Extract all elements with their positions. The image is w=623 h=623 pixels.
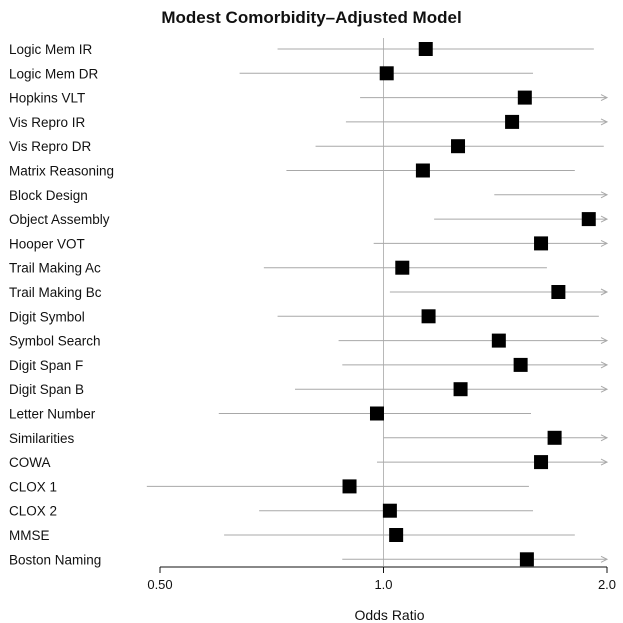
- row-vis-repro-dr: Vis Repro DR: [9, 139, 604, 154]
- ci-arrow: [600, 215, 609, 223]
- ci-arrow: [600, 94, 609, 102]
- x-tick-label: 2.0: [598, 577, 616, 592]
- row-letter-number: Letter Number: [9, 406, 531, 422]
- estimate-marker: [418, 42, 433, 56]
- row-label: Trail Making Ac: [9, 261, 101, 276]
- row-digit-span-f: Digit Span F: [9, 357, 609, 373]
- row-logic-mem-dr: Logic Mem DR: [9, 66, 534, 81]
- row-label: Digit Span F: [9, 358, 83, 373]
- row-label: Logic Mem DR: [9, 66, 99, 81]
- row-label: MMSE: [9, 528, 50, 543]
- ci-arrow: [600, 288, 609, 296]
- estimate-marker: [534, 236, 549, 251]
- row-label: Boston Naming: [9, 552, 101, 567]
- x-tick-label: 0.50: [147, 577, 172, 592]
- estimate-marker: [453, 382, 468, 397]
- estimate-marker: [551, 285, 566, 299]
- row-label: Letter Number: [9, 407, 96, 422]
- row-label: Trail Making Bc: [9, 285, 102, 300]
- row-label: Object Assembly: [9, 212, 110, 227]
- row-logic-mem-ir: Logic Mem IR: [9, 42, 594, 57]
- row-label: Logic Mem IR: [9, 42, 93, 57]
- ci-arrow: [600, 555, 609, 563]
- row-trail-making-ac: Trail Making Ac: [9, 260, 547, 276]
- row-label: Matrix Reasoning: [9, 164, 114, 179]
- estimate-marker: [389, 528, 404, 542]
- row-label: Hopkins VLT: [9, 91, 85, 106]
- row-label: Vis Repro DR: [9, 139, 92, 154]
- estimate-marker: [534, 455, 549, 470]
- ci-arrow: [600, 191, 609, 199]
- ci-arrow: [600, 458, 609, 466]
- x-tick-label: 1.0: [374, 577, 392, 592]
- ci-arrow: [600, 434, 609, 442]
- row-label: Vis Repro IR: [9, 115, 86, 130]
- row-hopkins-vlt: Hopkins VLT: [9, 90, 609, 106]
- row-object-assembly: Object Assembly: [9, 212, 609, 227]
- row-label: Symbol Search: [9, 334, 101, 349]
- estimate-marker: [581, 212, 596, 227]
- row-clox-1: CLOX 1: [9, 479, 529, 494]
- row-label: COWA: [9, 455, 51, 470]
- ci-arrow: [600, 361, 609, 369]
- row-hooper-vot: Hooper VOT: [9, 236, 609, 251]
- estimate-marker: [369, 406, 384, 421]
- ci-arrow: [600, 337, 609, 345]
- estimate-marker: [547, 430, 562, 445]
- estimate-marker: [505, 114, 520, 129]
- estimate-marker: [395, 260, 410, 275]
- row-mmse: MMSE: [9, 528, 575, 543]
- estimate-marker: [451, 139, 466, 154]
- estimate-marker: [421, 309, 436, 324]
- row-label: Hooper VOT: [9, 236, 85, 251]
- row-cowa: COWA: [9, 455, 609, 470]
- x-axis-label: Odds Ratio: [354, 607, 424, 623]
- row-trail-making-bc: Trail Making Bc: [9, 285, 609, 300]
- row-vis-repro-ir: Vis Repro IR: [9, 114, 609, 130]
- row-label: CLOX 1: [9, 479, 57, 494]
- chart-title: Modest Comorbidity–Adjusted Model: [161, 8, 462, 27]
- row-clox-2: CLOX 2: [9, 503, 534, 519]
- row-label: Digit Symbol: [9, 309, 85, 324]
- estimate-marker: [491, 333, 506, 348]
- estimate-marker: [517, 90, 532, 105]
- row-boston-naming: Boston Naming: [9, 552, 609, 567]
- row-digit-symbol: Digit Symbol: [9, 309, 599, 324]
- estimate-marker: [342, 479, 357, 494]
- row-label: Digit Span B: [9, 382, 84, 397]
- ci-arrow: [600, 385, 609, 393]
- estimate-marker: [382, 503, 397, 518]
- estimate-marker: [519, 552, 534, 567]
- row-label: Similarities: [9, 431, 75, 446]
- row-block-design: Block Design: [9, 188, 609, 203]
- row-label: Block Design: [9, 188, 88, 203]
- ci-arrow: [600, 239, 609, 247]
- row-symbol-search: Symbol Search: [9, 333, 609, 349]
- row-digit-span-b: Digit Span B: [9, 382, 609, 397]
- estimate-marker: [379, 66, 394, 81]
- estimate-marker: [513, 357, 528, 372]
- row-matrix-reasoning: Matrix Reasoning: [9, 163, 575, 179]
- ci-arrow: [600, 118, 609, 126]
- row-label: CLOX 2: [9, 504, 57, 519]
- row-similarities: Similarities: [9, 430, 609, 446]
- estimate-marker: [415, 163, 430, 178]
